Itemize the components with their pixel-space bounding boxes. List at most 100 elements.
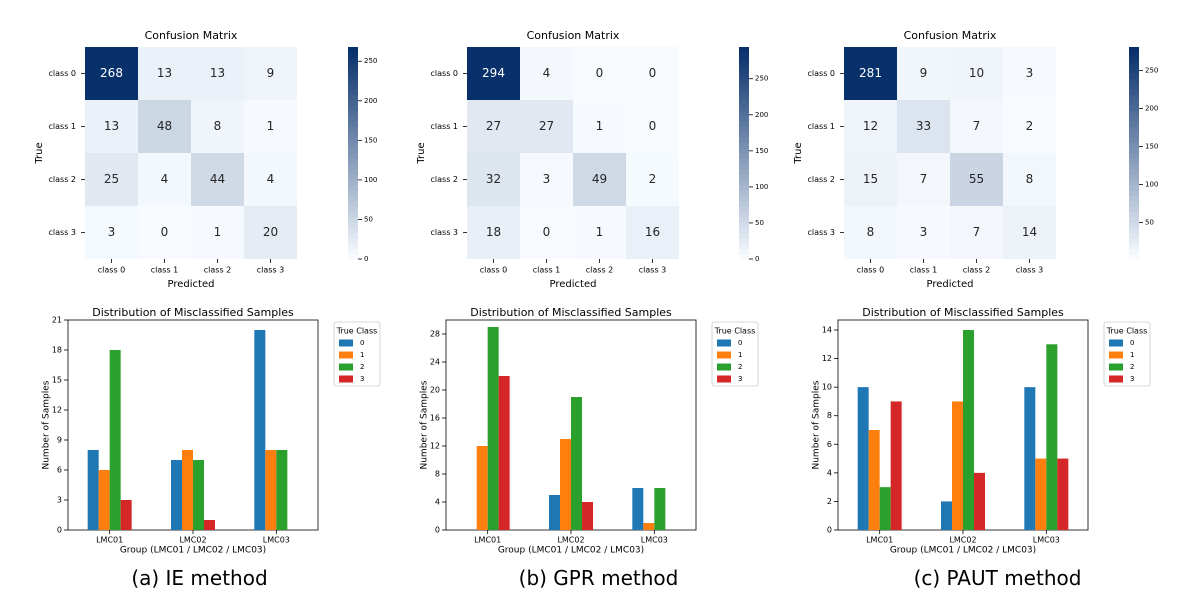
cell-value: 0	[596, 66, 604, 80]
colorbar-segment	[348, 174, 358, 181]
bar-xlabel: Group (LMC01 / LMC02 / LMC03)	[890, 546, 1036, 556]
colorbar-segment	[1129, 115, 1139, 122]
colorbar-segment	[739, 52, 749, 59]
row-tick-label: class 0	[808, 69, 836, 78]
legend-swatch	[339, 351, 353, 359]
colorbar-segment	[1129, 57, 1139, 64]
colorbar-segment	[1129, 78, 1139, 85]
bar	[98, 470, 110, 530]
legend-swatch	[339, 363, 353, 371]
row-tick-label: class 3	[49, 228, 77, 237]
cell-value: 9	[920, 66, 928, 80]
y-tick-label: 0	[57, 526, 62, 535]
colorbar-tick-label: 200	[755, 111, 768, 119]
bar	[193, 460, 204, 530]
x-tick-label: LMC03	[263, 536, 290, 545]
y-tick-label: 20	[430, 386, 440, 395]
cell-value: 281	[859, 66, 882, 80]
colorbar-segment	[348, 52, 358, 59]
colorbar-segment	[348, 221, 358, 228]
heatmap-cell	[191, 100, 244, 153]
heatmap-cell	[467, 47, 520, 100]
colorbar-segment	[1129, 200, 1139, 207]
cell-value: 27	[539, 119, 554, 133]
colorbar-segment	[1129, 121, 1139, 128]
bar	[952, 401, 963, 530]
colorbar-segment	[1129, 237, 1139, 244]
colorbar-tick-label: 150	[364, 136, 377, 144]
cell-value: 3	[543, 172, 551, 186]
colorbar-segment	[739, 227, 749, 234]
heatmap-cell	[626, 100, 679, 153]
colorbar-segment	[739, 153, 749, 159]
colorbar-segment	[1129, 216, 1139, 223]
cell-value: 0	[649, 119, 657, 133]
colorbar-segment	[1129, 211, 1139, 218]
legend-swatch	[717, 351, 731, 359]
colorbar-segment	[348, 73, 358, 80]
bar	[974, 472, 985, 530]
bar-ylabel: Number of Samples	[42, 380, 52, 469]
heatmap-cell	[138, 100, 191, 153]
cell-value: 3	[1026, 66, 1034, 80]
colorbar-segment	[1129, 168, 1139, 175]
bar	[487, 327, 499, 530]
y-tick-label: 21	[52, 316, 62, 325]
colorbar-segment	[1129, 179, 1139, 186]
colorbar-tick-label: 100	[364, 176, 377, 184]
y-tick-label: 0	[827, 526, 832, 535]
colorbar-tick-label: 150	[1145, 143, 1158, 151]
legend-swatch	[717, 375, 731, 383]
colorbar-segment	[1129, 105, 1139, 112]
cm-ylabel: True	[793, 142, 804, 164]
colorbar-segment	[739, 94, 749, 101]
cell-value: 1	[267, 119, 275, 133]
colorbar-segment	[739, 163, 749, 170]
bar	[654, 488, 666, 530]
colorbar-tick-label: 0	[755, 255, 759, 263]
cell-value: 7	[973, 119, 981, 133]
cell-value: 48	[157, 119, 172, 133]
colorbar-segment	[348, 62, 358, 69]
legend-label: 2	[360, 363, 364, 371]
x-tick-label: LMC03	[1033, 536, 1060, 545]
cell-value: 44	[210, 172, 225, 186]
cm-title: Confusion Matrix	[527, 29, 620, 42]
colorbar-segment	[739, 100, 749, 106]
colorbar-segment	[739, 121, 749, 128]
cell-value: 49	[592, 172, 607, 186]
colorbar-segment	[348, 105, 358, 112]
bar	[857, 387, 869, 530]
heatmap-cell	[573, 153, 626, 206]
heatmap-cell	[467, 206, 520, 259]
colorbar-segment	[1129, 153, 1139, 159]
colorbar-segment	[1129, 253, 1139, 260]
cell-value: 4	[267, 172, 275, 186]
caption-ie: (a) IE method	[131, 566, 268, 590]
caption-paut: (c) PAUT method	[913, 566, 1082, 590]
row-tick-label: class 1	[808, 122, 836, 131]
legend-label: 3	[738, 375, 742, 383]
cell-value: 25	[104, 172, 119, 186]
colorbar-tick-label: 100	[1145, 181, 1158, 189]
heatmap-cell	[138, 47, 191, 100]
colorbar-segment	[739, 195, 749, 202]
cell-value: 8	[867, 225, 875, 239]
row-tick-label: class 3	[808, 228, 836, 237]
legend-swatch	[1109, 339, 1123, 347]
colorbar-segment	[348, 84, 358, 90]
bar	[254, 330, 266, 530]
legend-swatch	[717, 339, 731, 347]
colorbar-segment	[739, 174, 749, 181]
heatmap-cell	[85, 47, 138, 100]
heatmap-cell	[950, 153, 1003, 206]
cell-value: 0	[649, 66, 657, 80]
colorbar-tick-label: 250	[1145, 67, 1158, 75]
heatmap-cell	[85, 100, 138, 153]
heatmap-cell	[244, 47, 297, 100]
y-tick-label: 6	[57, 466, 62, 475]
colorbar-segment	[739, 200, 749, 207]
colorbar-segment	[348, 237, 358, 244]
y-tick-label: 28	[430, 330, 440, 339]
colorbar-segment	[739, 147, 749, 154]
